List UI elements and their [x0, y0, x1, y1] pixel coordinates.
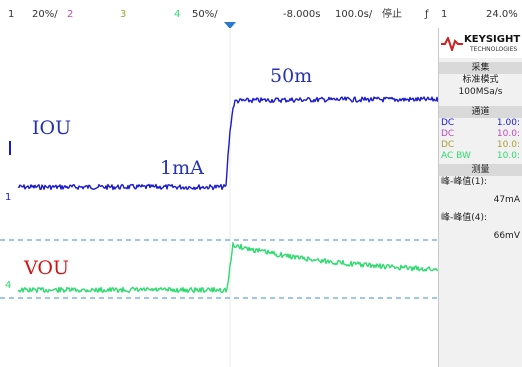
trigger-position[interactable]: -8.000s	[283, 9, 321, 20]
channel-row-2[interactable]: DC 10.0:	[439, 129, 522, 140]
status-bar: 1 20%/ 2 3 4 50%/ -8.000s 100.0s/ 停止 ƒ 1…	[0, 0, 522, 29]
brand-name: KEYSIGHT	[464, 34, 521, 45]
high-current-annotation: 50m	[270, 65, 313, 87]
ch4-coupling: AC BW	[441, 151, 471, 161]
ch1-offset-marker-icon	[9, 141, 11, 155]
brand-subtitle: TECHNOLOGIES	[470, 46, 518, 53]
ch3-probe-scale: 10.0:	[496, 140, 520, 150]
acquire-header[interactable]: 采集	[439, 62, 522, 74]
low-current-annotation: 1mA	[160, 157, 204, 179]
ch4-voltage-trace	[17, 242, 438, 294]
vou-annotation: VOU	[24, 257, 69, 279]
timebase-marker-icon	[224, 22, 236, 29]
ch4-number[interactable]: 4	[174, 9, 181, 20]
ch1-probe-scale: 1.00:	[496, 118, 520, 128]
ch4-ground-marker[interactable]: 4	[5, 280, 12, 291]
measure-1-label: 峰-峰值(1):	[441, 177, 488, 187]
ch3-coupling: DC	[441, 140, 455, 150]
run-state[interactable]: 停止	[382, 9, 402, 20]
ch2-coupling: DC	[441, 129, 455, 139]
trigger-edge-icon: ƒ	[425, 9, 429, 20]
iou-annotation: IOU	[32, 117, 72, 139]
channel-row-3[interactable]: DC 10.0:	[439, 140, 522, 151]
measure-1-value: 47mA	[493, 195, 520, 205]
channel-header[interactable]: 通道	[439, 106, 522, 118]
ch2-probe-scale: 10.0:	[496, 129, 520, 139]
trigger-level[interactable]: 24.0%	[486, 9, 518, 20]
measure-2-value: 66mV	[493, 231, 520, 241]
waveform-canvas	[0, 28, 438, 367]
acquire-mode: 标准模式	[462, 75, 499, 85]
channel-row-4[interactable]: AC BW 10.0:	[439, 151, 522, 162]
ch1-coupling: DC	[441, 118, 455, 128]
measure-2-label: 峰-峰值(4):	[441, 213, 488, 223]
ch4-probe-scale: 10.0:	[496, 151, 520, 161]
keysight-logo: KEYSIGHT TECHNOLOGIES	[439, 28, 522, 58]
channel-row-1[interactable]: DC 1.00:	[439, 118, 522, 129]
waveform-display[interactable]: IOU 1mA 50m VOU 1 4	[0, 28, 438, 367]
keysight-wave-icon	[441, 37, 463, 51]
ch3-number[interactable]: 3	[120, 9, 127, 20]
measure-header[interactable]: 测量	[439, 164, 522, 176]
timebase-scale[interactable]: 100.0s/	[335, 9, 373, 20]
ch1-number[interactable]: 1	[8, 9, 15, 20]
sample-rate: 100MSa/s	[458, 87, 503, 97]
trigger-source[interactable]: 1	[441, 9, 448, 20]
ch2-number[interactable]: 2	[67, 9, 74, 20]
info-sidebar: KEYSIGHT TECHNOLOGIES 采集 标准模式 100MSa/s 通…	[438, 28, 522, 367]
ch4-scale[interactable]: 50%/	[192, 9, 218, 20]
ch1-current-trace	[17, 96, 438, 191]
ch1-scale[interactable]: 20%/	[32, 9, 58, 20]
ch1-ground-marker[interactable]: 1	[5, 192, 12, 203]
